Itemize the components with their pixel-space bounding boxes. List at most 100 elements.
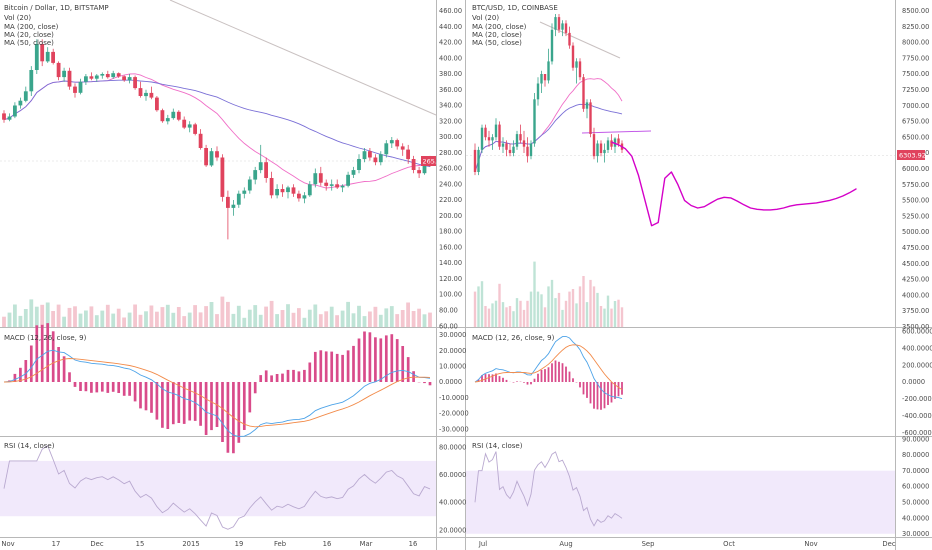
r-price-tick: 7250.00 xyxy=(902,86,929,94)
l-price-tick: 300.00 xyxy=(439,133,462,141)
r-candle-body xyxy=(480,127,484,150)
r-candle-body xyxy=(575,61,578,68)
right-legend-vol: Vol (20) xyxy=(472,14,499,22)
right-chart-title: BTC/USD, 1D, COINBASE xyxy=(472,4,558,12)
l-volume-bar xyxy=(105,304,110,327)
r-candle-body xyxy=(606,140,610,150)
l-volume-bar xyxy=(297,308,301,327)
l-candle-body xyxy=(400,146,405,150)
r-macd-tick: 0.0000 xyxy=(902,378,925,386)
l-candle-body xyxy=(378,154,383,163)
r-time-tick: Oct xyxy=(723,540,735,548)
r-candle-body xyxy=(498,124,501,147)
r-volume-bar xyxy=(613,301,617,327)
r-price-tick: 5750.00 xyxy=(902,181,929,189)
r-candle-body xyxy=(526,146,529,157)
left-moving-averages xyxy=(3,73,431,189)
l-time-tick: 2015 xyxy=(182,540,199,548)
l-candle-body xyxy=(165,118,170,122)
l-candle-body xyxy=(111,73,116,78)
r-rsi-line xyxy=(474,451,623,527)
l-candle-body xyxy=(204,148,208,166)
l-price-tick: 80.00 xyxy=(439,307,458,315)
left-macd-label: MACD (12, 26, close, 9) xyxy=(4,334,87,342)
r-candle-body xyxy=(554,17,557,30)
l-volume-bar xyxy=(215,314,219,327)
l-candle-body xyxy=(34,44,39,70)
l-volume-bar xyxy=(324,311,329,327)
l-candle-body xyxy=(351,170,356,175)
r-volume-bar xyxy=(582,276,585,327)
left-price-axis[interactable]: 460.00 440.00 420.00 400.00 380.00 360.00 340.… xyxy=(439,7,469,534)
l-volume-bar xyxy=(428,312,432,327)
left-time-axis[interactable]: Nov 17 Dec 15 2015 19 Feb 16 Mar 16 xyxy=(1,540,417,548)
l-candle-body xyxy=(384,143,389,155)
r-price-tick: 8250.00 xyxy=(902,23,929,31)
r-time-tick: Sep xyxy=(642,540,655,548)
l-candle-body xyxy=(253,170,258,180)
l-volume-bar xyxy=(100,310,105,327)
l-rsi-band xyxy=(0,460,436,517)
r-volume-bar xyxy=(473,291,477,327)
right-price-label: 6303.92 xyxy=(897,150,926,160)
left-background-lines xyxy=(0,0,437,162)
l-rsi-tick: 40.0000 xyxy=(439,499,466,507)
left-last-price-box xyxy=(421,156,436,166)
l-price-tick: 400.00 xyxy=(439,54,462,62)
l-candle-body xyxy=(138,88,143,96)
right-chart[interactable]: 8500.00 8250.00 8000.00 7750.00 7500.00 7250.… xyxy=(466,4,932,548)
r-candle-body xyxy=(550,29,554,62)
l-rsi-tick: 80.0000 xyxy=(439,443,466,451)
right-time-axis[interactable]: Jul Aug Sep Oct Nov Dec xyxy=(478,540,896,548)
l-candle-body xyxy=(313,173,318,185)
r-price-tick: 4750.00 xyxy=(902,244,929,252)
r-candle-body xyxy=(568,32,571,46)
l-candle-body xyxy=(176,111,181,120)
right-forecast-path xyxy=(611,141,857,227)
r-price-tick: 6500.00 xyxy=(902,133,929,141)
l-volume-bar xyxy=(313,304,318,327)
l-candle-body xyxy=(149,92,154,98)
l-rsi-tick: 60.0000 xyxy=(439,471,466,479)
right-price-axis[interactable]: 8500.00 8250.00 8000.00 7750.00 7500.00 7250.… xyxy=(902,7,932,538)
l-volume-bar xyxy=(111,313,116,327)
r-volume-bar xyxy=(526,300,529,327)
l-candle-body xyxy=(373,157,378,163)
r-candle-body xyxy=(508,149,512,154)
left-legend-vol: Vol (20) xyxy=(4,14,31,22)
l-volume-bar xyxy=(204,306,208,327)
r-volume-bar xyxy=(585,302,589,327)
l-candle-body xyxy=(362,151,367,160)
l-volume-bar xyxy=(231,313,236,327)
l-volume-bar xyxy=(122,317,126,327)
l-candle-body xyxy=(78,81,83,93)
l-candle-body xyxy=(297,193,301,199)
r-volume-bar xyxy=(557,292,561,327)
r-volume-bar xyxy=(505,307,508,327)
l-candle-body xyxy=(269,178,274,196)
right-forecast-line xyxy=(611,141,857,227)
l-time-tick: 15 xyxy=(136,540,145,548)
l-volume-bar xyxy=(269,300,274,327)
left-rsi-label: RSI (14, close) xyxy=(4,442,55,450)
r-candle-body xyxy=(487,137,491,141)
l-rsi-tick: 20.0000 xyxy=(439,526,466,534)
l-price-tick: 240.00 xyxy=(439,181,462,189)
left-chart[interactable]: 460.00 440.00 420.00 400.00 380.00 360.00 340.… xyxy=(0,0,469,548)
r-volume-bar xyxy=(491,303,494,327)
l-candle-body xyxy=(2,113,6,120)
l-candle-body xyxy=(291,187,296,194)
l-price-tick: 140.00 xyxy=(439,259,462,267)
right-macd-pane xyxy=(474,335,623,410)
right-volume-bars xyxy=(473,261,624,327)
r-price-tick: 5250.00 xyxy=(902,212,929,220)
r-candle-body xyxy=(519,134,522,141)
l-candle-body xyxy=(171,111,176,119)
l-volume-bar xyxy=(368,311,372,327)
l-macd-tick: -10.0000 xyxy=(439,394,469,402)
l-volume-bar xyxy=(389,306,394,327)
l-candle-body xyxy=(13,105,17,117)
l-volume-bar xyxy=(395,314,400,327)
r-rsi-band xyxy=(466,470,895,534)
l-volume-bar xyxy=(373,306,378,327)
